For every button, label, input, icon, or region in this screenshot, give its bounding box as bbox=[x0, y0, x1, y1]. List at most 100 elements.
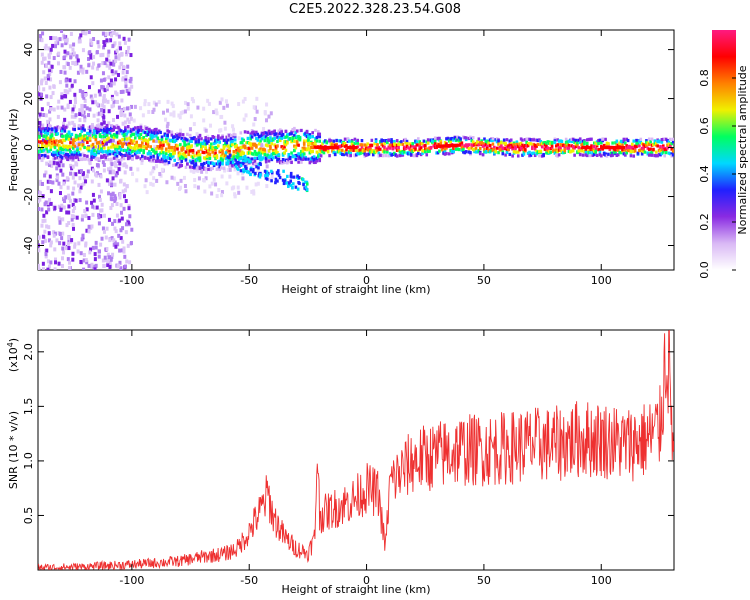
spectral-cell bbox=[304, 185, 308, 189]
spectral-cell bbox=[287, 137, 291, 141]
spectral-cell bbox=[614, 141, 617, 145]
spectral-cell bbox=[276, 150, 279, 155]
spectral-cell bbox=[340, 141, 344, 145]
noise-cell bbox=[128, 148, 132, 153]
noise-cell bbox=[56, 41, 60, 46]
spectral-cell bbox=[162, 140, 165, 144]
noise-cell bbox=[85, 260, 89, 265]
x-tick-label: 50 bbox=[477, 574, 491, 587]
spectral-cell bbox=[285, 181, 289, 185]
spectral-cell bbox=[253, 156, 257, 160]
noise-cell bbox=[107, 121, 111, 126]
spectral-cell bbox=[46, 149, 50, 153]
spectral-peak-cell bbox=[621, 145, 624, 150]
noise-cell bbox=[120, 51, 124, 56]
spectral-cell bbox=[160, 146, 164, 150]
spectral-cell bbox=[91, 133, 95, 138]
spectral-cell bbox=[317, 152, 320, 156]
spectral-cell bbox=[469, 135, 472, 139]
noise-cell bbox=[81, 152, 85, 157]
spectral-cell bbox=[374, 150, 378, 154]
noise-cell bbox=[78, 169, 82, 174]
noise-cell bbox=[117, 130, 121, 135]
spectral-cell bbox=[628, 145, 631, 150]
spectral-cell bbox=[149, 129, 153, 133]
noise-cell bbox=[176, 181, 180, 186]
spectral-cell bbox=[202, 150, 206, 155]
spectral-cell bbox=[432, 138, 436, 142]
spectral-cell bbox=[616, 143, 620, 147]
noise-cell bbox=[56, 105, 60, 110]
noise-cell bbox=[111, 252, 115, 257]
noise-cell bbox=[64, 89, 68, 94]
noise-cell bbox=[38, 92, 41, 97]
noise-cell bbox=[60, 92, 64, 97]
spectral-cell bbox=[264, 174, 267, 178]
spectral-cell bbox=[656, 144, 659, 148]
spectral-cell bbox=[93, 148, 96, 153]
spectral-cell bbox=[132, 127, 136, 131]
spectral-cell bbox=[191, 150, 195, 154]
spectral-cell bbox=[209, 161, 213, 165]
spectral-cell bbox=[138, 135, 141, 139]
spectral-cell bbox=[184, 156, 188, 161]
spectral-cell bbox=[432, 140, 436, 144]
spectral-cell bbox=[194, 158, 198, 163]
noise-cell bbox=[57, 204, 61, 209]
spectral-cell bbox=[311, 141, 314, 146]
spectral-cell bbox=[160, 157, 164, 161]
spectral-cell bbox=[464, 150, 468, 154]
noise-cell bbox=[57, 51, 61, 56]
spectral-cell bbox=[160, 149, 164, 153]
spectral-cell bbox=[490, 149, 493, 153]
spectral-cell bbox=[488, 138, 492, 142]
spectral-cell bbox=[626, 148, 630, 153]
spectral-cell bbox=[204, 142, 207, 146]
noise-cell bbox=[46, 186, 50, 191]
spectral-cell bbox=[197, 140, 200, 144]
spectral-cell bbox=[611, 153, 614, 157]
noise-cell bbox=[47, 231, 51, 236]
spectral-cell bbox=[114, 144, 117, 148]
spectral-cell bbox=[215, 162, 219, 166]
spectral-cell bbox=[249, 142, 253, 146]
spectral-cell bbox=[266, 136, 269, 141]
spectral-peak-cell bbox=[585, 145, 589, 150]
noise-cell bbox=[215, 194, 219, 199]
noise-cell bbox=[218, 100, 222, 105]
noise-cell bbox=[108, 260, 112, 265]
spectral-cell bbox=[119, 141, 123, 145]
noise-cell bbox=[48, 197, 52, 202]
spectral-cell bbox=[204, 138, 207, 142]
spectral-cell bbox=[569, 139, 572, 143]
noise-cell bbox=[70, 214, 74, 219]
spectral-cell bbox=[533, 153, 537, 158]
spectral-cell bbox=[474, 146, 478, 150]
noise-cell bbox=[123, 40, 127, 45]
noise-cell bbox=[101, 85, 105, 90]
spectral-cell bbox=[294, 131, 298, 135]
noise-cell bbox=[77, 39, 81, 44]
spectral-cell bbox=[252, 131, 255, 136]
spectral-cell bbox=[72, 138, 75, 142]
spectral-cell bbox=[157, 140, 161, 144]
spectral-cell bbox=[564, 137, 568, 141]
spectral-cell bbox=[574, 142, 578, 146]
spectral-cell bbox=[173, 135, 176, 139]
spectral-cell bbox=[166, 133, 169, 138]
spectral-cell bbox=[470, 139, 474, 143]
spectral-cell bbox=[162, 154, 165, 158]
spectral-cell bbox=[110, 126, 113, 130]
spectral-cell bbox=[56, 149, 60, 153]
spectral-cell bbox=[570, 149, 574, 153]
spectral-cell bbox=[57, 157, 61, 161]
noise-cell bbox=[122, 206, 126, 211]
noise-cell bbox=[44, 254, 48, 259]
spectral-cell bbox=[145, 142, 148, 146]
spectral-cell bbox=[143, 125, 147, 129]
spectral-cell bbox=[88, 136, 92, 141]
spectral-cell bbox=[42, 129, 46, 134]
spectral-peak-cell bbox=[333, 145, 337, 150]
spectral-cell bbox=[576, 141, 579, 145]
noise-cell bbox=[166, 121, 170, 126]
